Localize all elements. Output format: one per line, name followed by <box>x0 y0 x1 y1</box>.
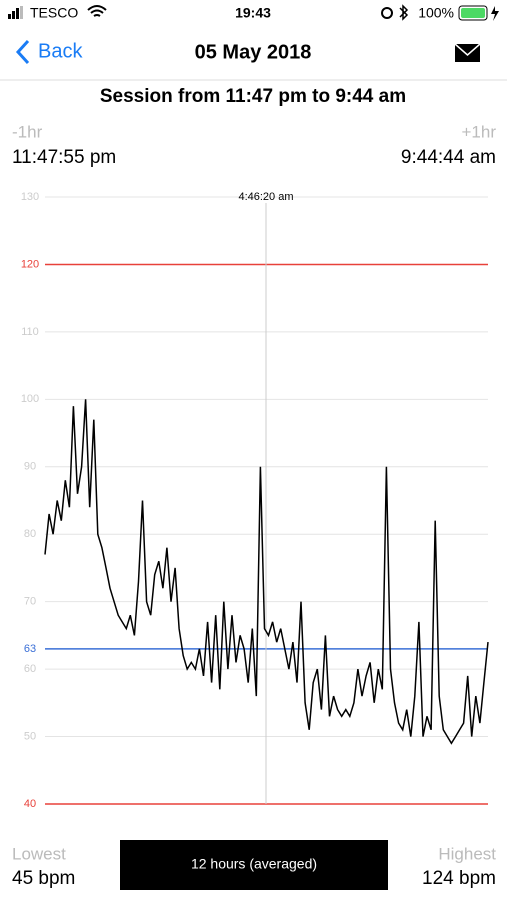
session-title: Session from 11:47 pm to 9:44 am <box>100 86 406 107</box>
lowest-label: Lowest <box>12 844 66 863</box>
carrier: TESCO <box>30 5 78 21</box>
chart: 50 60 70 80 90 100 110 130 120 40 63 4:46:20 am <box>21 191 489 810</box>
back-button[interactable]: Back <box>38 40 83 62</box>
mail-button[interactable] <box>454 43 481 62</box>
y-tick-label: 80 <box>24 528 36 540</box>
range-plus: +1hr <box>462 122 497 141</box>
y-tick-label: 60 <box>24 663 36 675</box>
y-tick-label: 110 <box>21 326 39 338</box>
y-tick-label: 70 <box>24 596 36 608</box>
reference-label: 40 <box>24 798 36 810</box>
highest-label: Highest <box>438 844 496 863</box>
lowest-value: 45 bpm <box>12 868 75 889</box>
battery-icon <box>458 5 488 21</box>
mode-button[interactable] <box>120 840 388 890</box>
range-end: 9:44:44 am <box>401 147 496 168</box>
range-start: 11:47:55 pm <box>12 147 116 168</box>
y-tick-label: 130 <box>21 191 39 203</box>
signal-icon <box>8 6 23 19</box>
y-tick-label: 50 <box>24 730 36 742</box>
battery-percent: 100% <box>418 5 454 21</box>
heart-rate-line <box>44 399 489 745</box>
mode-label[interactable]: 12 hours (averaged) <box>191 856 317 872</box>
clock: 19:43 <box>235 5 271 21</box>
alarm-icon <box>381 7 393 19</box>
reference-label: 63 <box>24 643 36 655</box>
back-chevron[interactable] <box>15 39 30 65</box>
charging-icon <box>491 6 499 21</box>
reference-label: 120 <box>21 258 39 270</box>
highest-value: 124 bpm <box>422 868 496 889</box>
wifi-icon <box>87 5 107 17</box>
battery-level <box>461 8 485 18</box>
range-minus: -1hr <box>12 122 43 141</box>
y-tick-label: 90 <box>24 461 36 473</box>
y-tick-label: 100 <box>21 393 39 405</box>
bluetooth-icon <box>399 4 409 21</box>
nav-title: 05 May 2018 <box>195 41 312 63</box>
cursor-label: 4:46:20 am <box>238 191 293 203</box>
